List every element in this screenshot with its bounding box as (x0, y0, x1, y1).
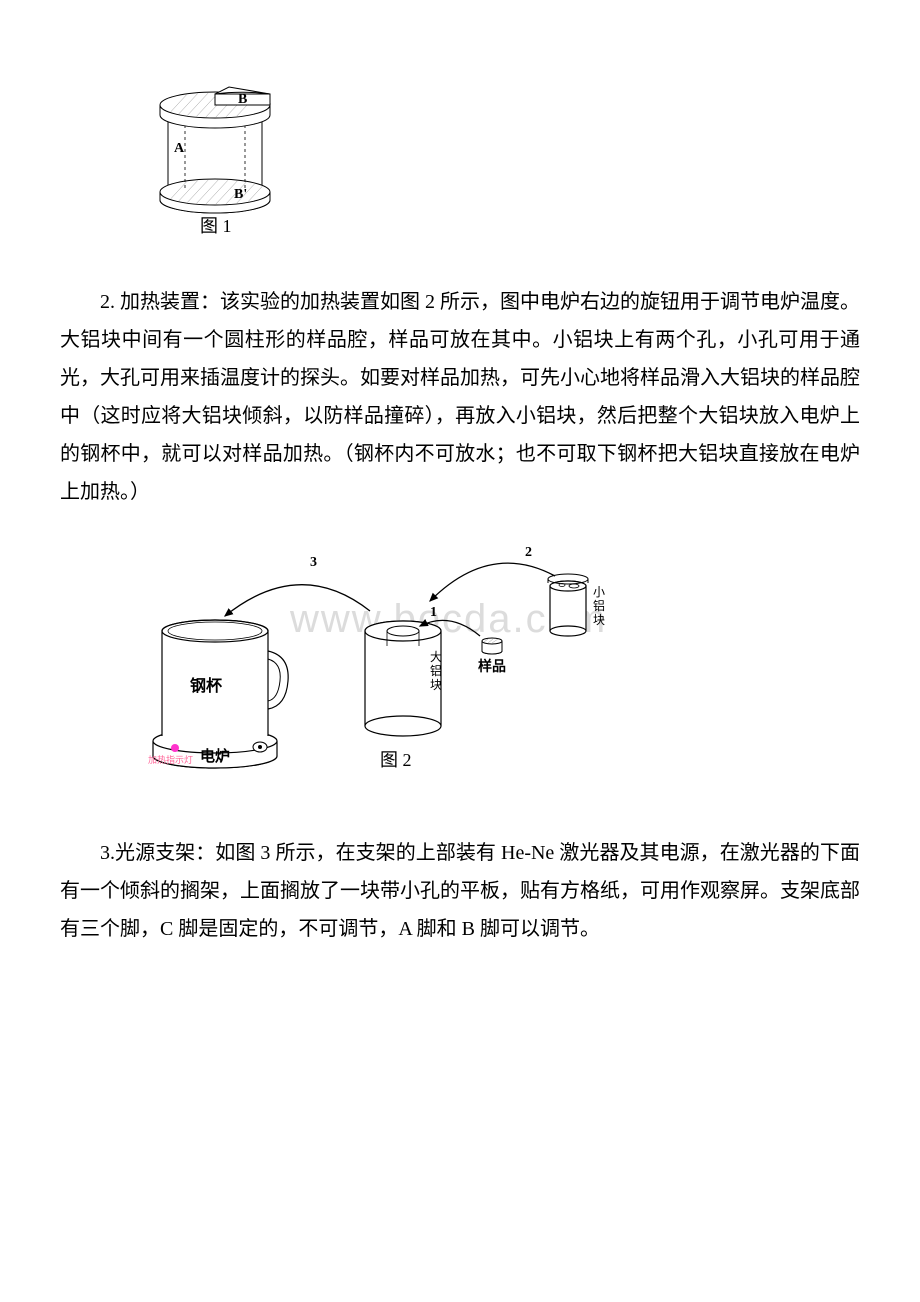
fig1-label-b: B (238, 92, 247, 107)
label-big-al: 大 铝 块 (430, 650, 445, 692)
fig1-label-bprime: B' (234, 187, 247, 202)
indicator-light-icon (171, 744, 179, 752)
step-2: 2 (525, 545, 532, 560)
figure-1-svg: B A B' 图 1 (130, 60, 310, 240)
paragraph-2: 2. 加热装置：该实验的加热装置如图 2 所示，图中电炉右边的旋钮用于调节电炉温… (60, 283, 860, 511)
fig2-caption: 图 2 (380, 750, 412, 770)
label-furnace: 电炉 (200, 747, 230, 765)
figure-2-container: 钢杯 电炉 加热指示灯 大 铝 块 (60, 531, 860, 804)
label-steel-cup: 钢杯 (190, 676, 223, 695)
step-3: 3 (310, 555, 317, 570)
figure-2-svg: 钢杯 电炉 加热指示灯 大 铝 块 (130, 531, 650, 791)
fig1-label-a: A (174, 141, 185, 156)
step-1: 1 (430, 605, 437, 620)
figure-1-container: B A B' 图 1 (130, 60, 860, 253)
label-small-al: 小 铝 块 (593, 585, 608, 627)
label-sample: 样品 (478, 658, 506, 675)
fig1-caption: 图 1 (200, 216, 232, 236)
label-indicator: 加热指示灯 (148, 754, 193, 765)
paragraph-3: 3.光源支架：如图 3 所示，在支架的上部装有 He-Ne 激光器及其电源，在激… (60, 834, 860, 948)
